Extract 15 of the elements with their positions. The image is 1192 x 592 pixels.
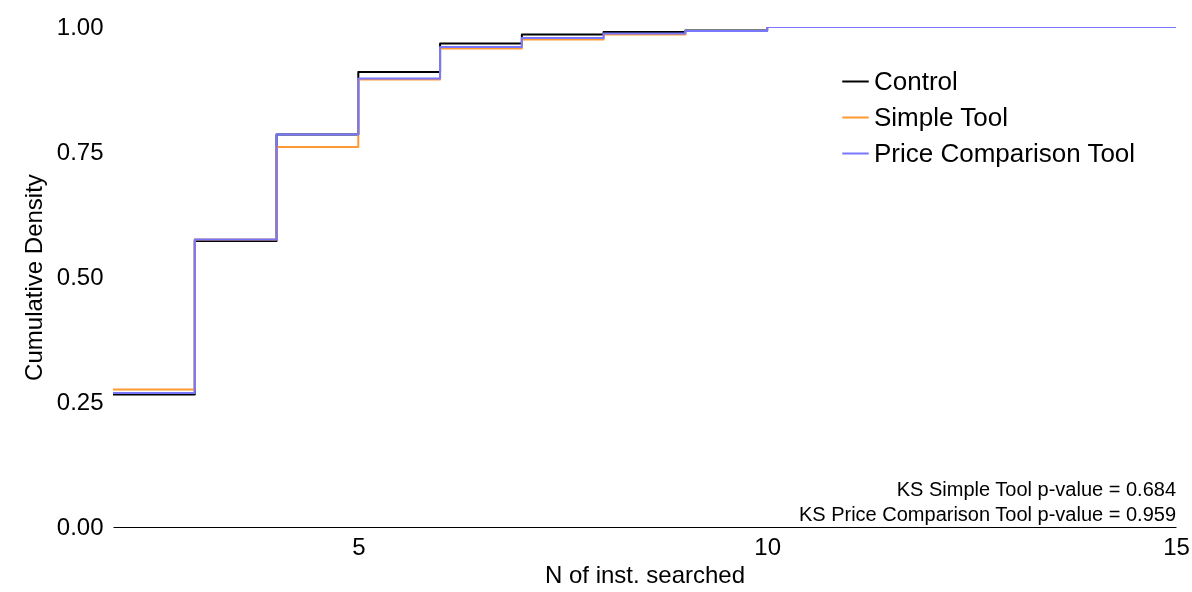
x-tick-label: 10 [754,532,782,560]
legend-label: Price Comparison Tool [874,137,1136,168]
x-axis-title: N of inst. searched [544,560,746,588]
y-tick-label: 0.50 [56,262,104,290]
annotation: KS Price Comparison Tool p-value = 0.959 [798,503,1176,525]
y-axis-title: Cumulative Density [19,174,47,381]
x-tick-label: 15 [1163,532,1190,560]
y-tick-label: 0.25 [56,387,104,415]
y-tick-label: 1.00 [56,12,104,40]
y-tick-label: 0.00 [56,512,104,540]
x-tick-label: 5 [352,532,366,560]
legend-label: Simple Tool [874,101,1008,132]
annotation: KS Simple Tool p-value = 0.684 [896,478,1176,500]
y-tick-label: 0.75 [56,137,104,165]
legend-label: Control [874,65,958,96]
